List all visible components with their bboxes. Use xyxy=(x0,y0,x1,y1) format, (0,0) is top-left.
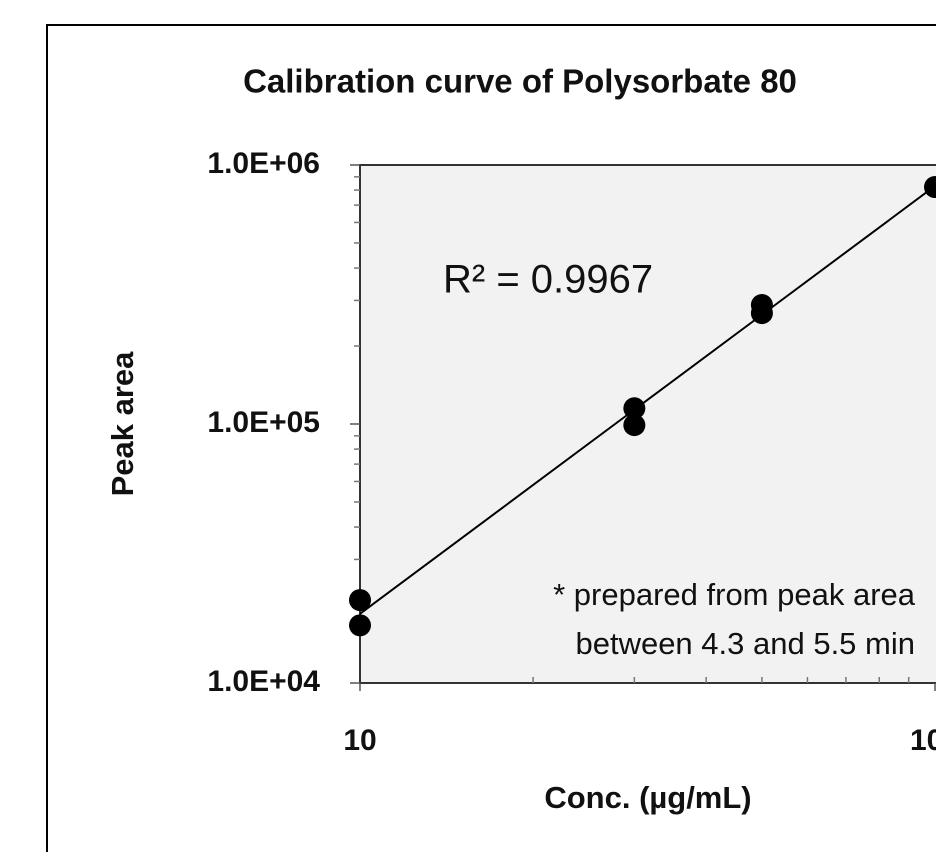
point xyxy=(623,397,646,420)
y-tick-label: 1.0E+05 xyxy=(207,406,320,439)
frame xyxy=(46,24,936,857)
x-axis-label: Conc. (µg/mL) xyxy=(544,780,751,815)
point xyxy=(349,589,371,612)
x-tick-label: 10 xyxy=(343,724,376,757)
note: * prepared from peak area xyxy=(553,577,916,612)
trendline xyxy=(359,185,936,615)
y-axis-label: Peak area xyxy=(105,351,140,497)
note: between 4.3 and 5.5 min xyxy=(575,626,915,661)
point xyxy=(924,176,936,199)
chart-title: Calibration curve of Polysorbate 80 xyxy=(243,63,797,100)
y-tick-label: 1.0E+04 xyxy=(207,665,320,698)
point xyxy=(349,614,371,637)
plot-area xyxy=(359,164,936,684)
point xyxy=(750,302,773,325)
r-squared: R² = 0.9967 xyxy=(443,258,653,302)
x-tick-label: 100 xyxy=(910,724,936,757)
y-tick-label: 1.0E+06 xyxy=(207,147,320,180)
point xyxy=(623,414,646,437)
